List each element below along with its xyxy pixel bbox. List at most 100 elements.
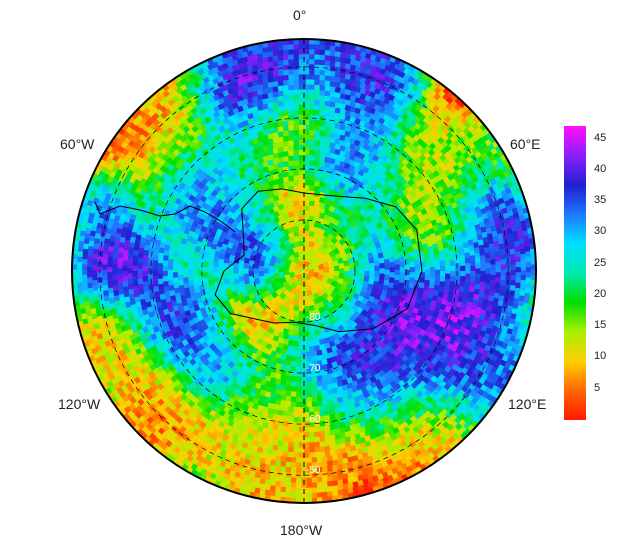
grid-cell xyxy=(167,268,173,275)
grid-cell xyxy=(287,329,294,337)
grid-cell xyxy=(358,273,366,280)
grid-cell xyxy=(304,144,311,151)
grid-cell xyxy=(304,235,310,242)
grid-cell xyxy=(300,397,307,403)
grid-cell xyxy=(290,276,299,284)
grid-cell xyxy=(363,260,370,267)
grid-cell xyxy=(287,200,295,208)
grid-cell xyxy=(157,266,163,274)
grid-cell xyxy=(287,345,294,352)
grid-cell xyxy=(284,359,292,367)
grid-cell xyxy=(193,281,200,289)
grid-cell xyxy=(298,194,305,201)
grid-cell xyxy=(348,273,355,280)
grid-cell xyxy=(309,129,316,136)
grid-cell xyxy=(311,260,319,268)
grid-cell xyxy=(298,235,305,242)
grid-cell xyxy=(237,270,244,277)
grid-cell xyxy=(379,268,386,275)
grid-cell xyxy=(328,262,335,269)
grid-cell xyxy=(304,129,311,135)
grid-cell xyxy=(304,250,311,257)
grid-cell xyxy=(313,210,321,218)
grid-cell xyxy=(394,274,401,282)
grid-cell xyxy=(202,260,209,268)
grid-cell xyxy=(392,248,399,256)
grid-cell xyxy=(223,251,231,259)
grid-cell xyxy=(273,262,280,269)
grid-cell xyxy=(297,407,304,413)
grid-cell xyxy=(268,303,277,312)
grid-cell xyxy=(304,134,311,140)
grid-cell xyxy=(435,269,441,277)
grid-cell xyxy=(324,282,332,290)
grid-cell xyxy=(310,401,318,408)
grid-cell xyxy=(394,264,401,271)
grid-cell xyxy=(300,381,307,388)
grid-cell xyxy=(387,251,395,259)
grid-cell xyxy=(242,267,249,274)
grid-cell xyxy=(364,265,371,272)
grid-cell xyxy=(219,288,227,297)
grid-cell xyxy=(298,305,304,312)
grid-cell xyxy=(399,267,406,274)
grid-cell xyxy=(272,249,280,258)
grid-cell xyxy=(283,263,290,270)
grid-cell xyxy=(217,263,224,270)
grid-cell xyxy=(362,254,370,262)
grid-cell xyxy=(424,264,431,271)
grid-cell xyxy=(213,255,220,263)
grid-cell xyxy=(450,271,456,278)
grid-cell xyxy=(288,119,296,126)
grid-cell xyxy=(396,245,404,254)
grid-cell xyxy=(379,262,386,270)
grid-cell xyxy=(292,256,300,265)
grid-cell xyxy=(228,280,235,288)
grid-cell xyxy=(298,169,305,176)
grid-cell xyxy=(253,277,261,285)
grid-cell xyxy=(293,124,301,131)
grid-cell xyxy=(298,174,305,181)
grid-cell xyxy=(310,282,319,290)
grid-cell xyxy=(308,346,315,353)
grid-cell xyxy=(294,396,302,403)
grid-cell xyxy=(320,286,329,294)
grid-cell xyxy=(293,174,300,181)
grid-cell xyxy=(177,268,183,275)
grid-cell xyxy=(399,277,406,284)
grid-cell xyxy=(298,295,304,302)
grid-cell xyxy=(300,402,307,408)
grid-cell xyxy=(399,261,406,269)
grid-cell xyxy=(288,124,296,131)
grid-cell xyxy=(315,349,323,357)
grid-cell xyxy=(304,154,311,161)
grid-cell xyxy=(309,194,316,202)
grid-cell xyxy=(383,279,390,287)
grid-cell xyxy=(298,109,306,115)
grid-cell xyxy=(289,260,297,268)
grid-cell xyxy=(297,336,304,343)
grid-cell xyxy=(167,273,174,281)
grid-cell xyxy=(263,273,270,280)
grid-cell xyxy=(294,386,302,393)
grid-cell xyxy=(192,255,200,263)
grid-cell xyxy=(312,406,320,413)
grid-cell xyxy=(409,277,416,285)
grid-cell xyxy=(277,166,285,174)
grid-cell xyxy=(223,256,230,264)
grid-cell xyxy=(314,160,322,167)
grid-cell xyxy=(293,144,301,151)
grid-cell xyxy=(349,268,355,275)
grid-cell xyxy=(309,189,316,197)
grid-cell xyxy=(369,262,376,270)
grid-cell xyxy=(292,235,300,243)
grid-cell xyxy=(157,272,163,279)
grid-cell xyxy=(292,294,300,302)
grid-cell xyxy=(218,279,225,286)
grid-cell xyxy=(318,281,327,289)
grid-cell xyxy=(303,295,310,302)
grid-cell xyxy=(320,384,328,392)
data-grid xyxy=(72,39,536,503)
grid-cell xyxy=(407,245,414,254)
grid-cell xyxy=(444,257,451,265)
